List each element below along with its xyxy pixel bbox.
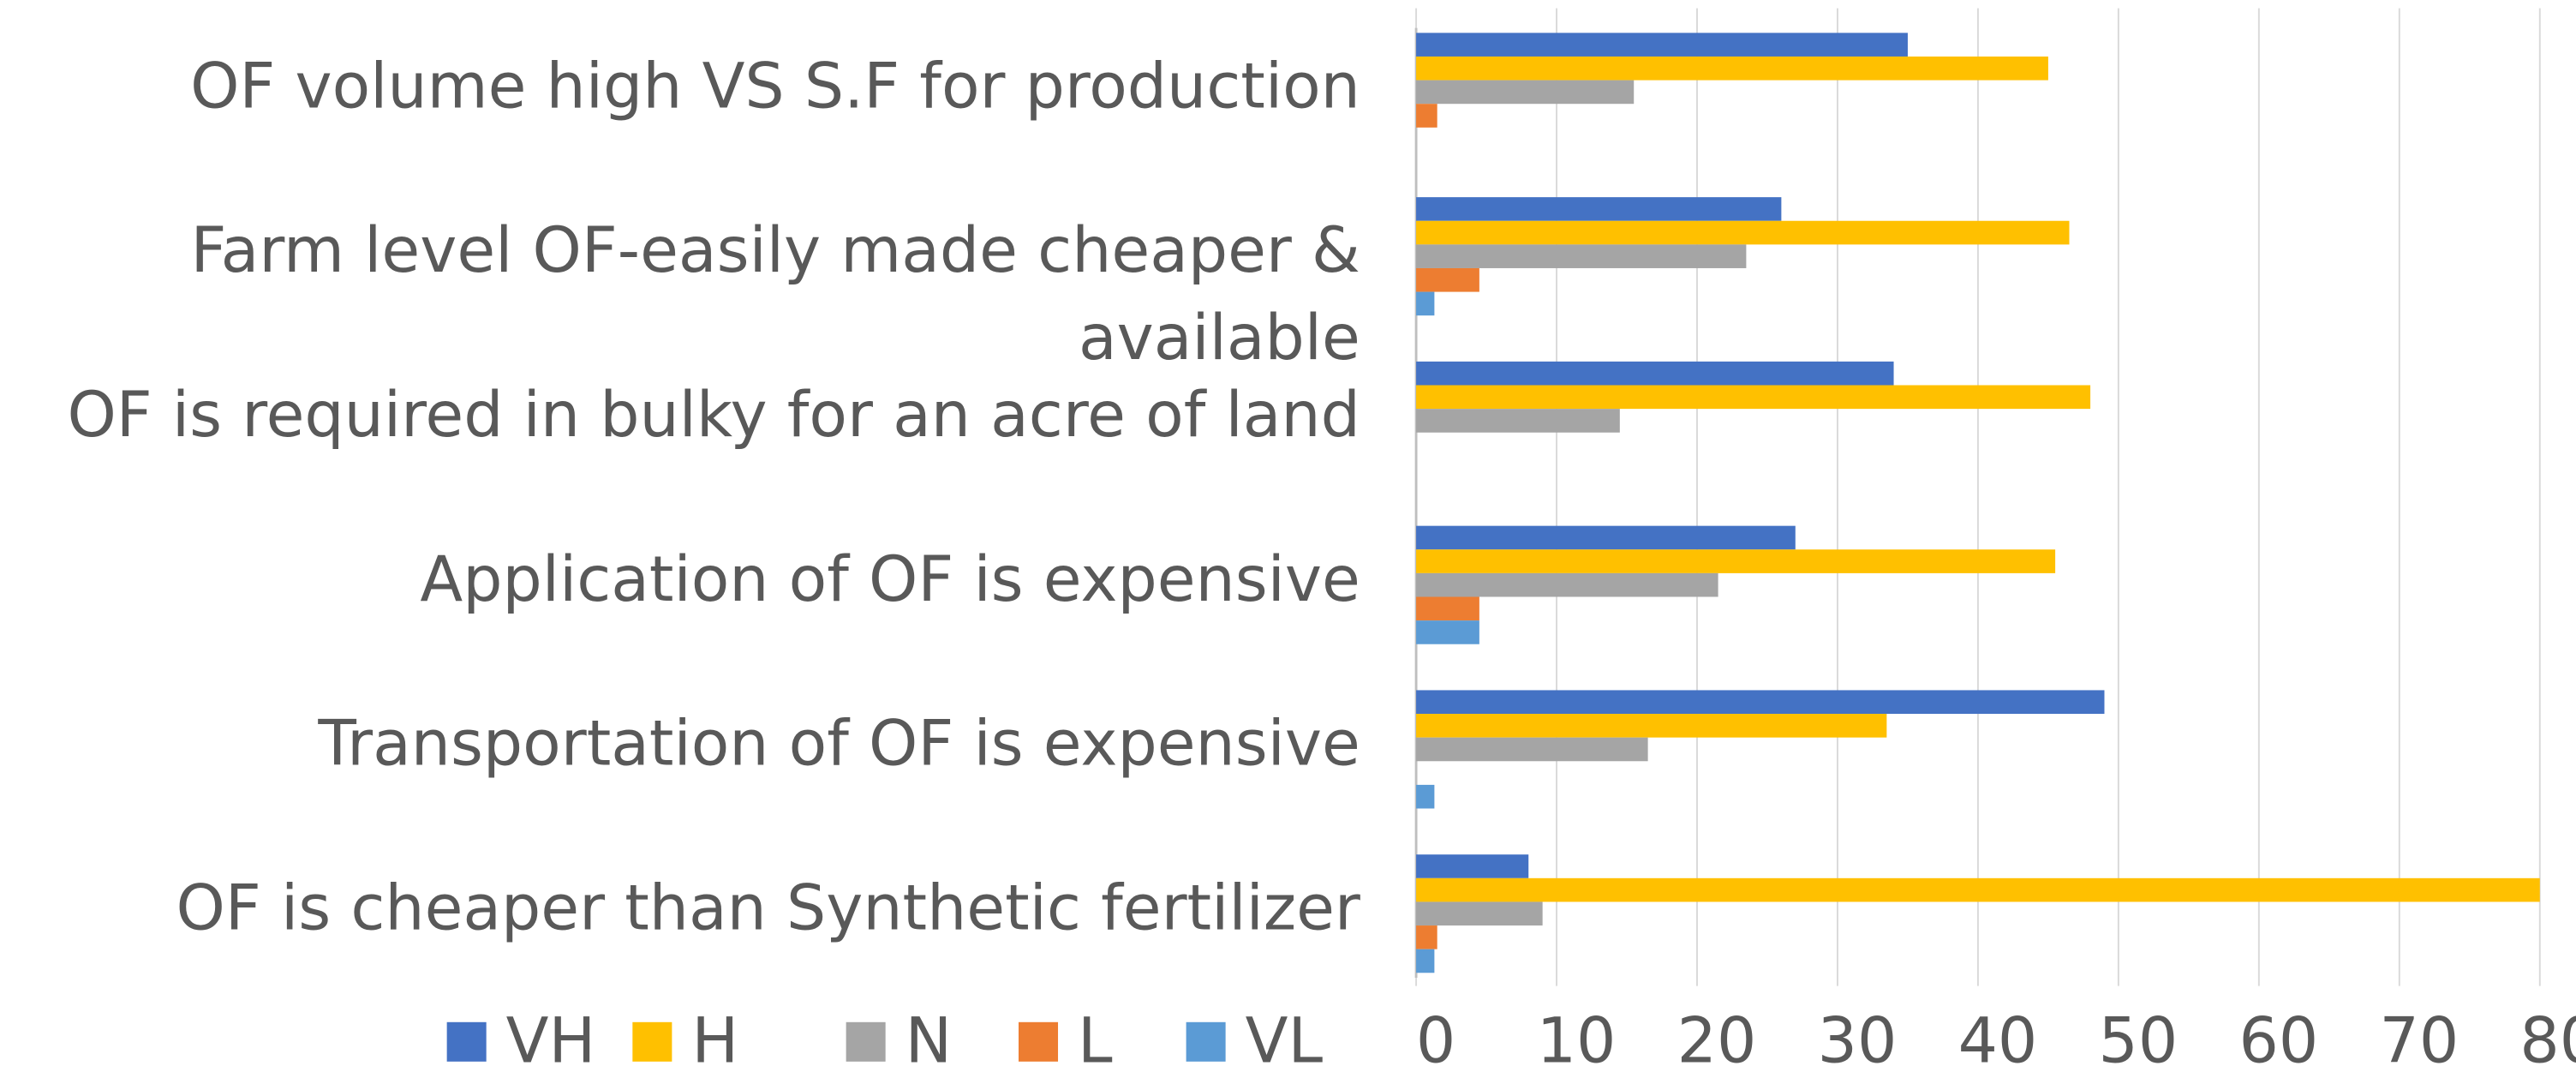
- legend-label: VH: [506, 1005, 596, 1078]
- label-line: Transportation of OF is expensive: [317, 708, 1360, 781]
- legend-label: H: [691, 1005, 738, 1078]
- bar: [1416, 104, 1437, 128]
- legend-label: L: [1078, 1005, 1113, 1078]
- x-tick-label: 60: [2239, 1005, 2319, 1078]
- bar: [1416, 291, 1435, 316]
- bar: [1416, 620, 1479, 644]
- legend-swatch: [1186, 1021, 1226, 1062]
- x-tick-label: 50: [2099, 1005, 2179, 1078]
- x-tick-label: 80: [2519, 1005, 2576, 1078]
- bar: [1416, 572, 1718, 597]
- bar: [1416, 267, 1479, 292]
- bar: [1416, 877, 2540, 902]
- category-label: Transportation of OF is expensive: [317, 708, 1360, 781]
- bar: [1416, 197, 1782, 221]
- bar: [1416, 596, 1479, 621]
- bar: [1416, 925, 1437, 949]
- bar: [1416, 549, 2056, 573]
- label-line: OF volume high VS S.F for production: [190, 50, 1360, 123]
- x-tick-label: 20: [1677, 1005, 1757, 1078]
- bar: [1416, 525, 1796, 550]
- bar: [1416, 244, 1747, 268]
- category-label: OF is required in bulky for an acre of l…: [67, 379, 1360, 452]
- bar: [1416, 220, 2070, 245]
- bar: [1416, 361, 1894, 386]
- legend-swatch: [1019, 1021, 1059, 1062]
- label-line: OF is cheaper than Synthetic fertilizer: [176, 871, 1360, 944]
- bar: [1416, 949, 1435, 973]
- bar: [1416, 33, 1908, 57]
- bar: [1416, 784, 1435, 809]
- legend-label: N: [905, 1005, 953, 1078]
- x-tick-label: 40: [1958, 1005, 2038, 1078]
- bar: [1416, 854, 1529, 878]
- legend-swatch: [846, 1021, 886, 1062]
- bar: [1416, 737, 1648, 762]
- legend-swatch: [632, 1021, 672, 1062]
- label-line: available: [1079, 302, 1360, 374]
- bar: [1416, 901, 1543, 926]
- label-line: Application of OF is expensive: [420, 543, 1360, 616]
- x-tick-label: 10: [1537, 1005, 1617, 1078]
- legend-label: VL: [1246, 1005, 1324, 1078]
- label-line: Farm level OF-easily made cheaper &: [190, 214, 1360, 287]
- bar: [1416, 690, 2105, 715]
- category-label: Application of OF is expensive: [420, 543, 1360, 616]
- x-tick-label: 30: [1818, 1005, 1898, 1078]
- bar: [1416, 714, 1887, 738]
- category-label: Farm level OF-easily made cheaper & avail…: [190, 214, 1360, 374]
- bar: [1416, 409, 1620, 433]
- category-label: OF is cheaper than Synthetic fertilizer: [176, 871, 1360, 944]
- category-label: OF volume high VS S.F for production: [190, 50, 1360, 123]
- bar: [1416, 80, 1635, 105]
- label-line: OF is required in bulky for an acre of l…: [67, 379, 1360, 452]
- x-tick-label: 0: [1416, 1005, 1455, 1078]
- x-tick-label: 70: [2379, 1005, 2459, 1078]
- bar: [1416, 385, 2091, 410]
- legend-swatch: [446, 1021, 487, 1062]
- bar: [1416, 56, 2048, 81]
